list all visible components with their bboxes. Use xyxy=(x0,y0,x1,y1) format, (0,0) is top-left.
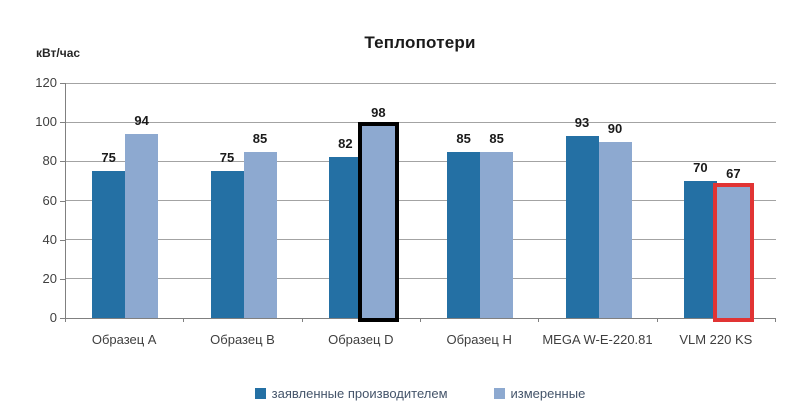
bar-value-label: 75 xyxy=(101,150,116,166)
bar-measured xyxy=(712,182,754,322)
chart-title: Теплопотери xyxy=(364,33,476,52)
bar-declared xyxy=(683,180,717,318)
x-category-label: VLM 220 KS xyxy=(679,332,753,347)
bar-value-label: 82 xyxy=(338,136,353,152)
bar-measured xyxy=(480,151,514,318)
y-tick-mark xyxy=(60,200,65,202)
bar-value-label: 90 xyxy=(607,120,623,136)
gridline xyxy=(66,121,776,123)
legend-swatch-icon xyxy=(493,388,505,399)
bar-value-label: 70 xyxy=(693,159,708,175)
y-tick-label: 60 xyxy=(42,192,57,208)
x-category-label: Образец B xyxy=(210,332,275,347)
bar-measured xyxy=(243,151,277,318)
y-axis-unit-label: кВт/час xyxy=(36,46,81,60)
gridline xyxy=(66,82,776,84)
x-category-label: MEGA W-E-220.81 xyxy=(542,332,653,347)
bar-declared xyxy=(210,171,244,318)
plot-area: 75 94 75 85 82 98 85 85 93 90 70 67 xyxy=(65,82,776,322)
x-tick-mark xyxy=(65,318,66,322)
x-tick-mark xyxy=(656,318,658,322)
x-category-label: Образец A xyxy=(91,332,157,347)
y-tick-mark xyxy=(60,83,65,84)
gridline xyxy=(66,278,776,280)
x-tick-mark xyxy=(420,318,421,322)
y-tick-mark xyxy=(60,239,65,241)
legend-label: заявленные производителем xyxy=(271,386,448,401)
bar-measured xyxy=(598,141,632,318)
gridline xyxy=(66,160,776,162)
y-tick-mark xyxy=(60,161,65,163)
legend-item: заявленные производителем xyxy=(254,386,448,401)
gridline xyxy=(66,239,776,241)
bar-declared xyxy=(92,171,126,318)
x-tick-mark xyxy=(538,318,540,322)
chart-legend: заявленные производителем измеренные xyxy=(65,386,775,401)
bar-value-label: 85 xyxy=(456,130,471,146)
legend-swatch-icon xyxy=(254,388,266,399)
bar-value-label: 85 xyxy=(489,130,504,146)
bar-measured xyxy=(125,133,159,318)
y-tick-mark xyxy=(60,318,65,319)
bar-declared xyxy=(565,135,599,318)
y-tick-label: 100 xyxy=(35,114,57,130)
bar-declared xyxy=(447,151,481,318)
bar-value-label: 93 xyxy=(574,114,590,130)
x-tick-mark xyxy=(775,318,776,322)
y-tick-mark xyxy=(60,278,65,280)
y-tick-mark xyxy=(60,122,65,124)
x-tick-mark xyxy=(183,318,185,322)
x-category-label: Образец D xyxy=(328,332,394,347)
bar-value-label: 94 xyxy=(134,112,149,128)
bar-declared xyxy=(328,157,362,318)
bar-value-label: 75 xyxy=(219,150,235,166)
y-tick-label: 80 xyxy=(42,153,57,169)
bar-value-label: 67 xyxy=(726,165,741,181)
bar-measured xyxy=(357,122,399,322)
x-category-label: Образец H xyxy=(446,332,512,347)
bar-value-label: 98 xyxy=(371,105,386,121)
bar-value-label: 85 xyxy=(252,130,268,146)
y-tick-label: 20 xyxy=(42,270,57,286)
legend-label: измеренные xyxy=(510,386,586,401)
y-tick-label: 120 xyxy=(35,75,57,90)
legend-item: измеренные xyxy=(493,386,586,401)
y-tick-label: 0 xyxy=(49,310,57,325)
x-tick-mark xyxy=(301,318,303,322)
gridline xyxy=(66,200,776,201)
y-tick-label: 40 xyxy=(42,231,57,247)
